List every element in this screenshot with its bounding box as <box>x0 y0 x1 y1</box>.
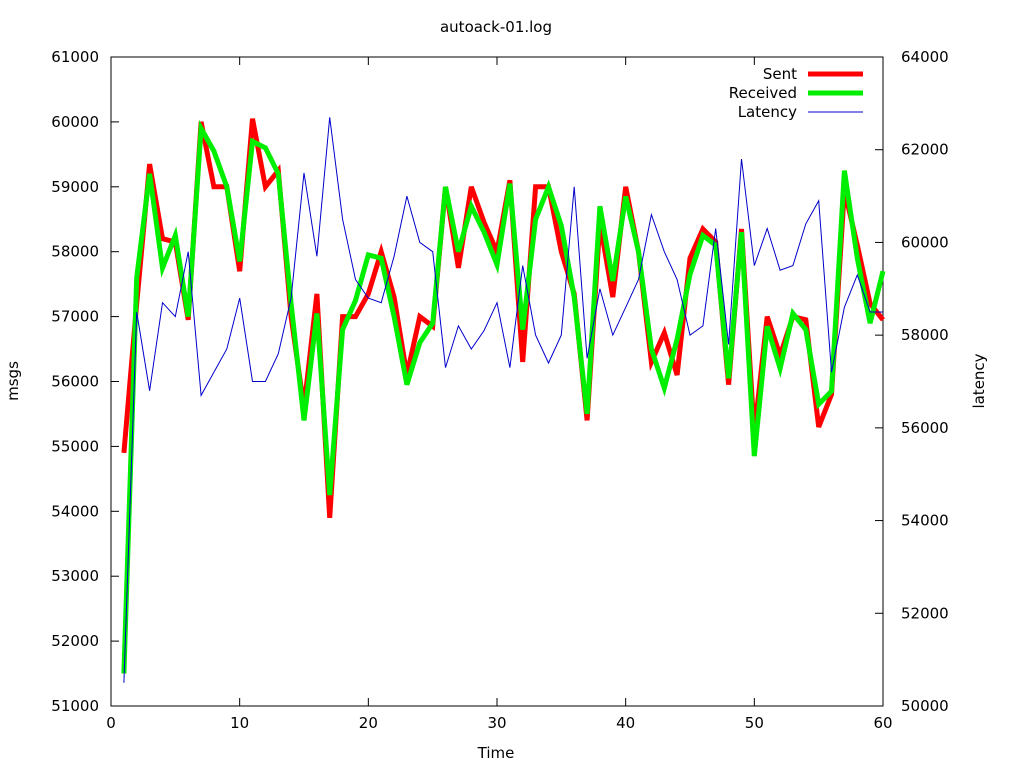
y2-tick-label: 52000 <box>901 604 949 622</box>
legend-label: Received <box>729 84 797 102</box>
plot-frame <box>110 56 884 707</box>
y2-tick-label: 50000 <box>901 697 949 715</box>
y-tick-label: 60000 <box>51 113 99 131</box>
y-tick-label: 53000 <box>51 567 99 585</box>
x-tick-label: 40 <box>616 714 635 732</box>
y-tick-label: 54000 <box>51 502 99 520</box>
y2-tick-label: 56000 <box>901 419 949 437</box>
y-tick-label: 56000 <box>51 373 99 391</box>
series-line-received <box>121 119 886 674</box>
series-line-sent <box>121 118 885 518</box>
y-axis-label: msgs <box>4 361 22 401</box>
axes: 0 10 20 30 40 50 60 51000 52000 53000 54000 55000 56… <box>51 48 948 732</box>
x-axis-label: Time <box>477 744 515 762</box>
y2-tick-label: 54000 <box>901 512 949 530</box>
x-tick-label: 50 <box>745 714 764 732</box>
y-tick-label: 58000 <box>51 243 99 261</box>
x-tick-label: 30 <box>487 714 506 732</box>
plot-border <box>110 56 884 707</box>
series-line-latency <box>123 117 883 683</box>
y-tick-label: 59000 <box>51 178 99 196</box>
x-tick-label: 10 <box>230 714 249 732</box>
y-tick-label: 57000 <box>51 308 99 326</box>
x-tick-label: 20 <box>359 714 378 732</box>
y-tick-label: 51000 <box>51 697 99 715</box>
x-tick-label: 0 <box>106 714 116 732</box>
x-tick-label: 60 <box>873 714 892 732</box>
y-tick-label: 61000 <box>51 48 99 66</box>
series-layer <box>121 117 886 683</box>
y2-tick-label: 62000 <box>901 141 949 159</box>
y2-tick-label: 58000 <box>901 326 949 344</box>
y-tick-label: 55000 <box>51 437 99 455</box>
legend-label: Latency <box>738 103 797 121</box>
y2-axis-label: latency <box>970 353 988 408</box>
chart-title: autoack-01.log <box>440 18 552 36</box>
y-tick-label: 52000 <box>51 632 99 650</box>
legend-label: Sent <box>763 65 797 83</box>
y2-tick-label: 64000 <box>901 48 949 66</box>
y2-tick-label: 60000 <box>901 233 949 251</box>
